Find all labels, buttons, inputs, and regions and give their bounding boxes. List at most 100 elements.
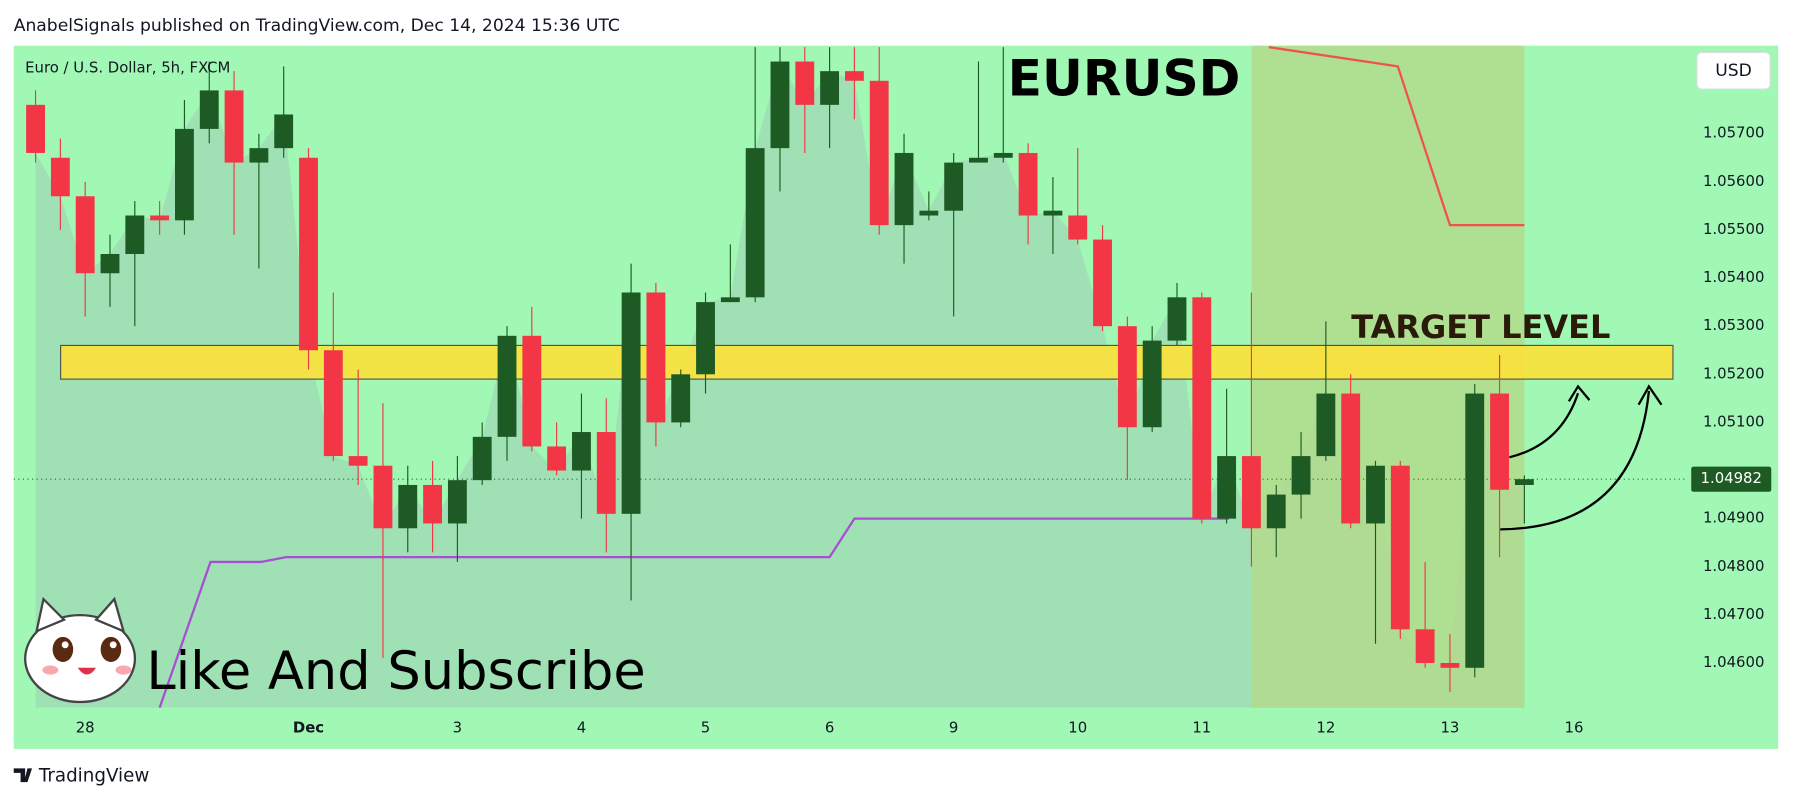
candle-body <box>274 114 294 149</box>
footer: TradingView <box>38 765 150 786</box>
candle-body <box>100 254 120 274</box>
candle-body <box>745 148 765 298</box>
candle-body <box>1490 393 1509 490</box>
candle-body <box>646 292 666 423</box>
candle-body <box>993 152 1013 158</box>
annotation: Like And Subscribe <box>146 641 645 702</box>
candle-body <box>596 432 616 514</box>
band-line <box>158 517 1230 708</box>
candle-body <box>497 335 517 437</box>
y-tick-label: 1.05600 <box>1703 172 1764 190</box>
candle-body <box>1068 215 1088 240</box>
x-tick-label: 9 <box>949 718 958 736</box>
y-tick-label: 1.04700 <box>1703 605 1764 623</box>
candle-body <box>1167 297 1187 341</box>
candle-body <box>1415 629 1435 663</box>
candle-body <box>1043 210 1063 216</box>
candle-body <box>671 374 691 423</box>
candle-body <box>199 90 219 129</box>
candle-body <box>323 350 343 457</box>
candle-body <box>1440 662 1460 668</box>
x-tick-label: Dec <box>293 718 324 736</box>
x-tick-label: 5 <box>701 718 710 736</box>
arrows <box>1500 384 1663 531</box>
currency: USD <box>1715 61 1752 81</box>
symbol: Euro / U.S. Dollar, 5h, FXCM <box>25 59 230 77</box>
x-tick-label: 11 <box>1192 718 1211 736</box>
arrow <box>1500 390 1651 531</box>
candle-body <box>249 148 269 163</box>
y-tick-label: 1.05100 <box>1703 412 1764 430</box>
candle-body <box>1366 465 1385 524</box>
y-tick-label: 1.05300 <box>1703 316 1764 334</box>
x-tick-label: 13 <box>1440 718 1459 736</box>
candle-body <box>572 432 591 471</box>
y-tick-label: 1.05700 <box>1703 124 1764 142</box>
x-tick-label: 3 <box>453 718 462 736</box>
candle-body <box>844 71 864 81</box>
band-line <box>1268 45 1525 227</box>
candle-body <box>522 335 542 447</box>
mascot <box>24 596 137 704</box>
x-tick-label: 12 <box>1316 718 1335 736</box>
x-tick-label: 6 <box>825 718 834 736</box>
candle-body <box>1117 326 1137 428</box>
candle-body <box>1390 465 1410 630</box>
candle-body <box>423 484 443 524</box>
y-tick-label: 1.05400 <box>1703 268 1764 286</box>
candle-body <box>1241 456 1261 529</box>
y-tick-label: 1.04800 <box>1703 557 1764 575</box>
candle-body <box>299 157 318 351</box>
x-tick-label: 4 <box>577 718 586 736</box>
header: AnabelSignals published on TradingView.c… <box>14 16 620 36</box>
arrow-head <box>1567 384 1591 402</box>
target-label: TARGET LEVEL <box>1351 308 1610 346</box>
candle-body <box>795 61 815 105</box>
y-tick-label: 1.05500 <box>1703 220 1764 238</box>
candle-body <box>50 157 70 197</box>
candle-body <box>1266 494 1286 529</box>
candle-body <box>1018 152 1038 216</box>
candle-body <box>447 480 467 524</box>
target-zone <box>60 344 1674 380</box>
currency-button[interactable] <box>1696 51 1771 90</box>
candle-body <box>26 104 45 153</box>
candle-body <box>150 215 170 221</box>
candle-body <box>1192 297 1212 519</box>
candle-body <box>820 71 840 105</box>
candle-body <box>1291 456 1311 495</box>
candle-body <box>621 292 641 514</box>
candle-body <box>547 446 567 471</box>
logo <box>13 768 33 783</box>
x-tick-label: 16 <box>1565 718 1584 736</box>
candle-body <box>1093 239 1112 327</box>
candle-body <box>1341 393 1361 524</box>
candle-body <box>125 215 145 255</box>
candle-body <box>1217 456 1237 519</box>
y-tick-label: 1.05200 <box>1703 364 1764 382</box>
candle-body <box>224 90 244 163</box>
candle-body <box>1465 393 1485 668</box>
candle-body <box>1514 479 1534 485</box>
x-tick-label: 10 <box>1068 718 1087 736</box>
candle-body <box>969 157 988 163</box>
y-tick-label: 1.04900 <box>1703 509 1764 527</box>
candle-body <box>75 196 95 274</box>
chart-title: EURUSD <box>1008 49 1241 108</box>
candle-body <box>944 162 964 211</box>
candle-body <box>894 152 914 226</box>
arrow <box>1509 392 1580 459</box>
candle-body <box>398 484 418 529</box>
candle-body <box>1142 340 1162 428</box>
last-price-tag <box>1691 466 1772 492</box>
candle-body <box>348 456 368 466</box>
candle-body <box>919 210 939 216</box>
candle-body <box>373 465 393 529</box>
candle-body <box>696 302 715 375</box>
y-tick-label: 1.04600 <box>1703 653 1764 671</box>
candle-body <box>472 436 492 481</box>
candle-body <box>1316 393 1336 457</box>
candle-body <box>720 297 740 303</box>
